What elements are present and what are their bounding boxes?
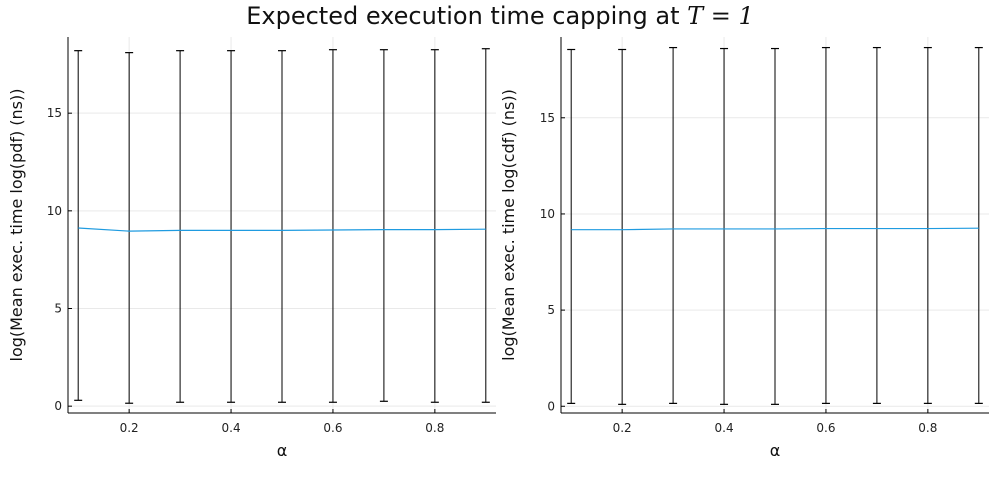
error-bar <box>328 49 337 403</box>
error-bar <box>227 50 236 403</box>
y-tick-label: 10 <box>47 204 62 218</box>
subplots: 0.2 0.4 0.6 0.8 0 5 10 15 α log(Mean exec. time l… <box>7 37 989 460</box>
figure-title-math: T = 1 <box>687 2 754 30</box>
y-tick-label: 5 <box>547 303 555 317</box>
subplot-1: 0.2 0.4 0.6 0.8 0 5 10 15 α log(Mean exec. time l… <box>7 37 496 460</box>
y-tick-label: 5 <box>54 302 62 316</box>
series-line <box>571 227 979 231</box>
error-bar <box>923 46 932 404</box>
x-tick-label: 0.8 <box>425 421 444 435</box>
y-axis-label: log(Mean exec. time log(cdf) (ns)) <box>499 89 518 361</box>
series-line <box>78 227 486 232</box>
x-tick-label: 0.8 <box>918 421 937 435</box>
x-tick-label: 0.4 <box>222 421 241 435</box>
error-bar <box>74 50 83 401</box>
y-axis-label: log(Mean exec. time log(pdf) (ns)) <box>7 88 26 361</box>
error-bar <box>278 50 286 403</box>
error-bar <box>618 48 627 405</box>
error-bar <box>821 46 830 404</box>
error-bar <box>481 48 490 403</box>
subplot-2: 0.2 0.4 0.6 0.8 0 5 10 15 α log(Mean exec. time l… <box>499 37 989 460</box>
error-bar <box>974 46 983 404</box>
error-bar <box>669 46 678 404</box>
y-tick-label: 0 <box>547 399 555 413</box>
y-tick-label: 15 <box>47 106 62 120</box>
error-bar <box>430 49 439 403</box>
x-tick-label: 0.6 <box>323 421 342 435</box>
error-bar <box>379 49 388 402</box>
figure-title: Expected execution time capping at T = 1 <box>246 2 754 30</box>
x-tick-label: 0.2 <box>613 421 632 435</box>
y-tick-label: 10 <box>540 207 555 221</box>
y-tick-label: 15 <box>540 111 555 125</box>
error-bar <box>872 46 881 404</box>
error-bar <box>567 48 576 404</box>
error-bar <box>125 52 134 404</box>
x-tick-label: 0.2 <box>120 421 139 435</box>
y-tick-label: 0 <box>54 399 62 413</box>
x-tick-label: 0.4 <box>715 421 734 435</box>
figure-title-text: Expected execution time capping at <box>246 2 687 30</box>
error-bar <box>176 50 185 403</box>
x-tick-label: 0.6 <box>816 421 835 435</box>
error-bar <box>771 47 779 405</box>
x-axis-label: α <box>277 441 288 460</box>
error-bar <box>720 47 729 405</box>
x-axis-label: α <box>770 441 781 460</box>
